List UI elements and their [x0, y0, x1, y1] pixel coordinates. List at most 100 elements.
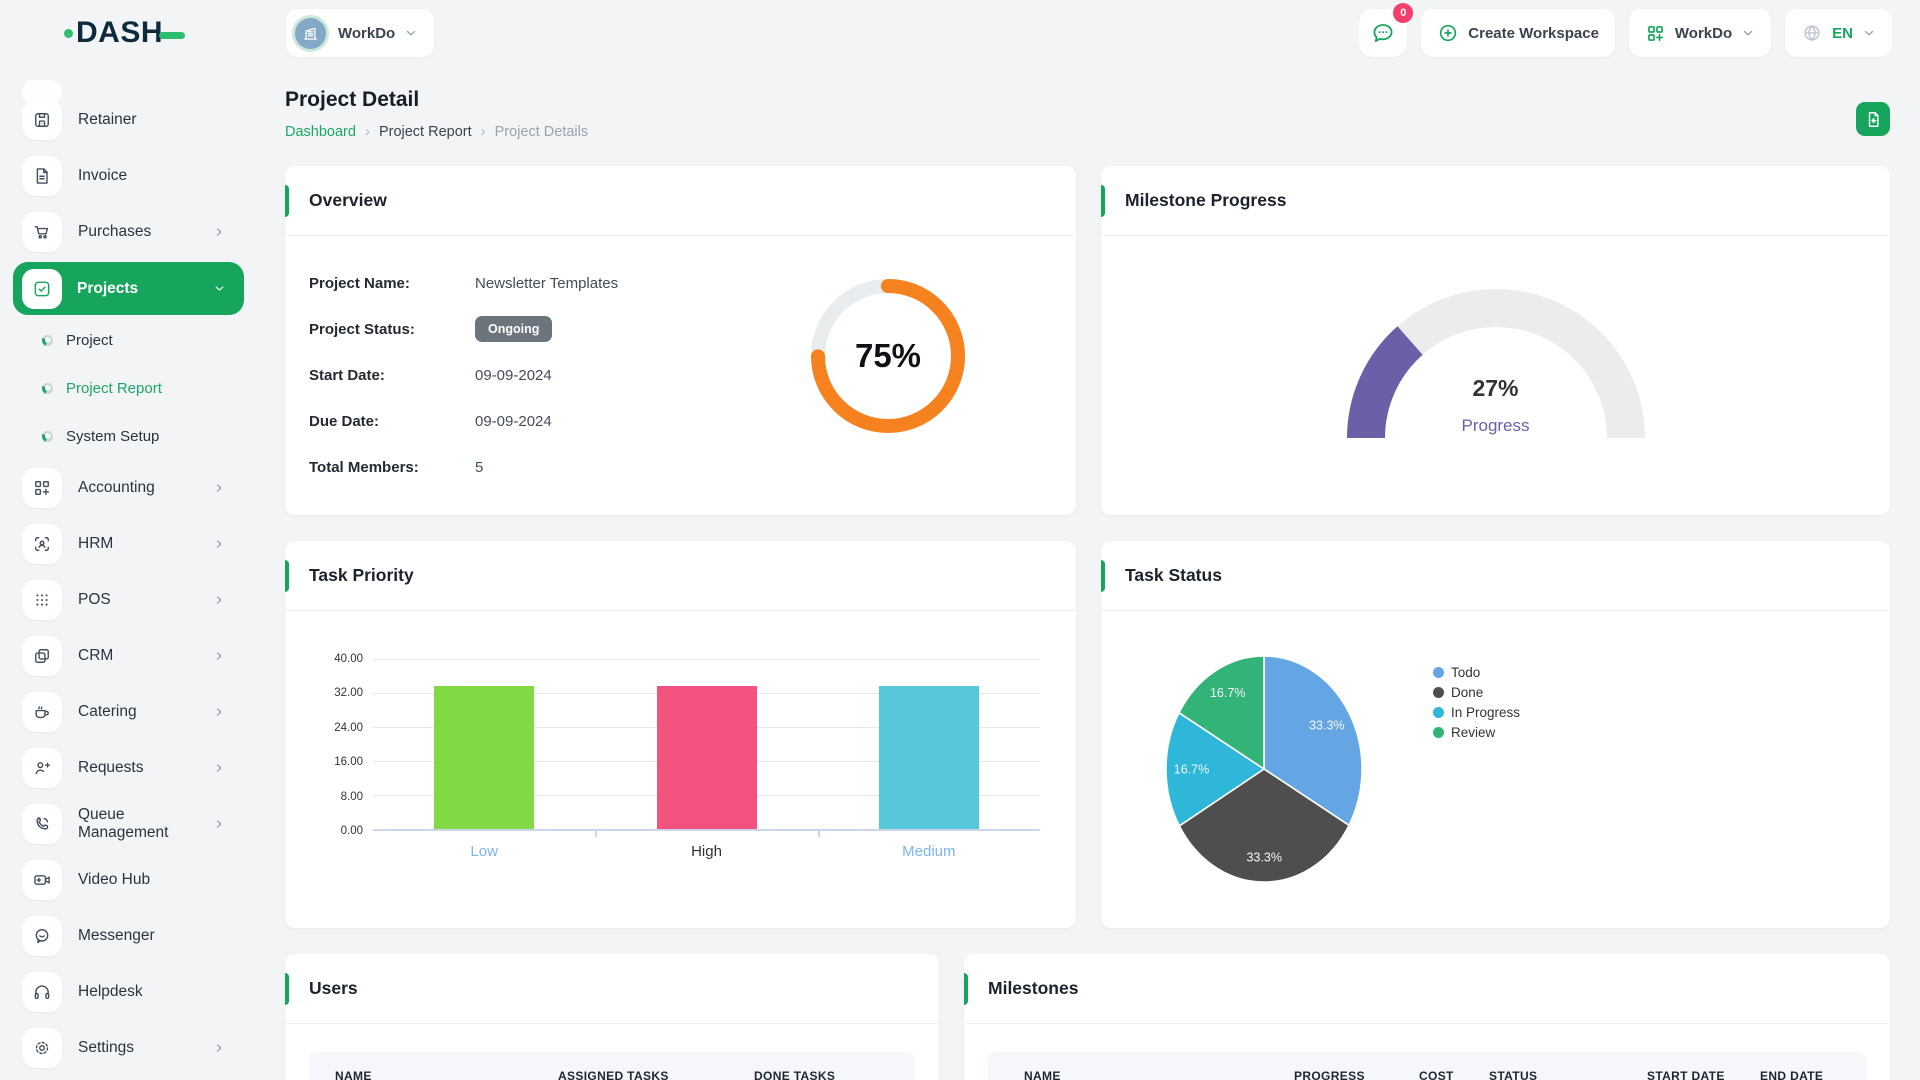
pie-slice-todo[interactable]: [1263, 655, 1363, 827]
chevron-right-icon: [212, 817, 226, 831]
bar-high[interactable]: [656, 685, 757, 829]
language-button[interactable]: EN: [1785, 9, 1892, 57]
legend-item-in-progress[interactable]: In Progress: [1433, 705, 1520, 720]
breadcrumb-dashboard[interactable]: Dashboard: [285, 123, 356, 140]
logo-dot-icon: [64, 28, 73, 38]
progress-percent-label: 75%: [854, 337, 922, 374]
invoice-icon: [36, 168, 48, 184]
chevron-right-icon: [212, 481, 226, 495]
sidebar-item-label: Requests: [78, 759, 144, 776]
sidebar-item-crm[interactable]: CRM: [0, 628, 250, 684]
chevron-down-icon: [215, 286, 224, 291]
person-frame-icon: [35, 537, 49, 551]
chevron-right-icon: [217, 228, 222, 236]
sidebar-item-video-hub[interactable]: Video Hub: [0, 852, 250, 908]
headset-icon: [22, 972, 62, 1012]
bar-medium[interactable]: [878, 685, 979, 829]
chevron-right-icon: [212, 225, 226, 239]
sidebar-nav: Retainer Invoice Purchases Projects Proj…: [0, 66, 250, 1076]
project-progress-donut: 75%: [802, 270, 974, 442]
sidebar-item-label: HRM: [78, 535, 114, 552]
task-priority-chart: 40.00 32.00 24.00 16.00 8.00 0.00 Low High Medi…: [285, 611, 1076, 860]
chevron-right-icon: [217, 708, 222, 716]
breadcrumb-project-report[interactable]: Project Report: [378, 123, 472, 140]
sidebar-item-accounting[interactable]: Accounting: [0, 460, 250, 516]
export-report-button[interactable]: [1856, 102, 1890, 136]
column-header: STATUS: [1489, 1069, 1538, 1080]
bar-low[interactable]: [434, 685, 535, 829]
status-badge: Ongoing: [475, 315, 553, 343]
y-tick-label: 0.00: [340, 825, 363, 837]
workspace-selector[interactable]: WorkDo: [286, 9, 435, 57]
x-category-label-low[interactable]: Low: [470, 843, 498, 860]
plus-circle-icon: [1440, 24, 1457, 42]
notification-badge: 0: [1393, 3, 1414, 23]
overview-fields: Project Name: Newsletter Templates Projec…: [309, 268, 709, 498]
task-priority-card: Task Priority 40.00 32.00 24.00 16.00 8.00 0.…: [285, 541, 1076, 928]
dots-grid-icon: [22, 580, 62, 620]
sidebar-item-system-setup[interactable]: System Setup: [0, 412, 250, 460]
column-header: START DATE: [1647, 1069, 1725, 1080]
task-status-title: Task Status: [1101, 541, 1890, 611]
sidebar-item-project[interactable]: Project: [0, 316, 250, 364]
task-status-pie: 33.3% 33.3% 16.7% 16.7%: [1165, 655, 1363, 883]
sidebar-item-label: Catering: [78, 703, 137, 720]
sidebar-item-settings[interactable]: Settings: [0, 1020, 250, 1076]
chat-icon: [22, 916, 62, 956]
topbar: DASH WorkDo 0 Create Workspace WorkDo EN: [0, 0, 1920, 66]
project-name-value: Newsletter Templates: [475, 274, 619, 292]
gear-icon: [35, 1041, 49, 1055]
legend-item-review[interactable]: Review: [1433, 725, 1520, 740]
chevron-right-icon: [212, 649, 226, 663]
sidebar-item-pos[interactable]: POS: [0, 572, 250, 628]
field-label: Due Date:: [309, 412, 380, 430]
sidebar-item-invoice[interactable]: Invoice: [0, 148, 250, 204]
sidebar-item-catering[interactable]: Catering: [0, 684, 250, 740]
app-switcher-button[interactable]: WorkDo: [1628, 9, 1772, 57]
legend-item-todo[interactable]: Todo: [1433, 665, 1520, 680]
milestone-progress-gauge: 27% Progress: [1324, 268, 1668, 446]
bar-plot-area: [373, 659, 1040, 837]
sidebar-item-hrm[interactable]: HRM: [0, 516, 250, 572]
sidebar-item-helpdesk[interactable]: Helpdesk: [0, 964, 250, 1020]
sidebar-item-project-report[interactable]: Project Report: [0, 364, 250, 412]
users-table-header: NAME ASSIGNED TASKS DONE TASKS: [309, 1052, 915, 1080]
sidebar-item-projects[interactable]: Projects: [13, 262, 244, 315]
sidebar-item-label: Settings: [78, 1039, 135, 1056]
x-category-label-high[interactable]: High: [691, 843, 722, 860]
chevron-down-icon: [407, 30, 416, 36]
logo-dash-icon: [159, 31, 186, 39]
sidebar-item-purchases[interactable]: Purchases: [0, 204, 250, 260]
sidebar-item-retainer[interactable]: Retainer: [0, 92, 250, 148]
y-tick-label: 40.00: [334, 653, 363, 665]
chat-bubble-icon: [1373, 24, 1393, 42]
export-file-icon: [1868, 111, 1879, 127]
chevron-down-icon: [212, 281, 227, 296]
person-frame-icon: [22, 524, 62, 564]
chevron-right-icon: [217, 764, 222, 772]
create-workspace-label: Create Workspace: [1468, 24, 1599, 42]
phone-icon: [36, 817, 49, 830]
x-category-label-medium[interactable]: Medium: [902, 843, 956, 860]
breadcrumb-separator-icon: ›: [364, 123, 370, 140]
x-axis-tick: [817, 831, 820, 837]
create-workspace-button[interactable]: Create Workspace: [1421, 9, 1615, 57]
sidebar-item-messenger[interactable]: Messenger: [0, 908, 250, 964]
column-header: NAME: [1024, 1069, 1061, 1080]
breadcrumb-separator-icon: ›: [480, 123, 486, 140]
sidebar-item-label: Retainer: [78, 111, 137, 128]
sidebar-item-queue-management[interactable]: Queue Management: [0, 796, 250, 852]
sidebar-item-requests[interactable]: Requests: [0, 740, 250, 796]
pie-slice-done[interactable]: [1178, 768, 1351, 883]
content: Project Detail Dashboard › Project Repor…: [250, 66, 1920, 1080]
legend-label: Review: [1451, 725, 1496, 740]
chevron-right-icon: [217, 652, 222, 660]
messages-button[interactable]: 0: [1359, 3, 1414, 57]
pie-slice-in-progress[interactable]: [1165, 711, 1266, 828]
workspace-label: WorkDo: [338, 24, 396, 42]
legend-item-done[interactable]: Done: [1433, 685, 1520, 700]
sidebar-item-label: CRM: [78, 647, 114, 664]
pie-slice-review[interactable]: [1177, 655, 1265, 771]
chevron-down-icon: [1864, 30, 1874, 36]
field-label: Total Members:: [309, 458, 419, 476]
